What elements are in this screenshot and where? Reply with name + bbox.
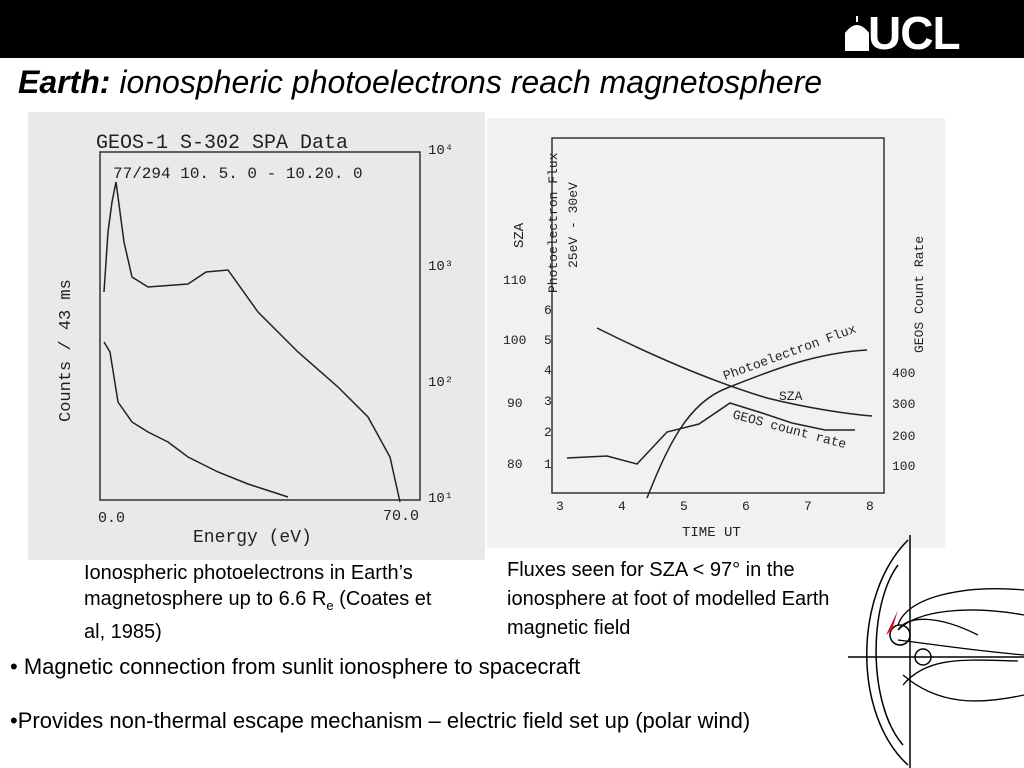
- logo: UCL: [868, 7, 961, 59]
- x-tick-label: 3: [556, 499, 564, 514]
- y-axis-label: Counts / 43 ms: [57, 279, 76, 422]
- flux-label: Photoelectron Flux: [546, 152, 561, 293]
- y-tick-label: 10⁴: [428, 143, 453, 159]
- x-tick-label: 4: [618, 499, 626, 514]
- geos-tick: 100: [892, 459, 915, 474]
- flux-range: 25eV - 30eV: [566, 182, 581, 268]
- plot-frame: [99, 151, 421, 501]
- caption-right: Fluxes seen for SZA < 97° in the ionosph…: [507, 559, 830, 639]
- x-tick-label: 6: [742, 499, 750, 514]
- y-tick-label: 10³: [428, 259, 453, 275]
- flux-tick: 6: [544, 303, 552, 318]
- y-tick-label: 10¹: [428, 491, 453, 507]
- x-axis-label: Energy (eV): [193, 528, 312, 548]
- header-bar: UCL: [0, 0, 1024, 59]
- figure-left: GEOS-1 S-302 SPA Data 77/294 10. 5. 0 - …: [28, 112, 485, 560]
- sza-tick: 110: [503, 273, 526, 288]
- x-tick-label: 0.0: [98, 510, 125, 527]
- flux-tick: 3: [544, 394, 552, 409]
- bullet: • Magnetic connection from sunlit ionosp…: [10, 654, 581, 679]
- x-tick-label: 70.0: [383, 508, 419, 525]
- flux-tick: 5: [544, 333, 552, 348]
- sza-label: SZA: [512, 222, 528, 248]
- flux-tick: 1: [544, 457, 552, 472]
- curve: [103, 341, 289, 498]
- figure-subtitle: 77/294 10. 5. 0 - 10.20. 0: [113, 165, 363, 183]
- caption-text: (Coates et al, 1985): [84, 588, 432, 643]
- flux-tick: 2: [544, 425, 552, 440]
- caption-text: Ionospheric photoelectrons in Earth’s ma…: [84, 562, 413, 610]
- flux-tick: 4: [544, 363, 552, 378]
- curve: [646, 349, 868, 499]
- geos-label: GEOS Count Rate: [912, 236, 927, 353]
- figure-right: Photoelectron Flux SZA GEOS count rate S…: [487, 118, 945, 548]
- logo-icon: [844, 16, 870, 51]
- caption-left: Ionospheric photoelectrons in Earth’s ma…: [84, 560, 434, 645]
- curve: [103, 181, 401, 503]
- x-tick-label: 8: [866, 499, 874, 514]
- title-bold: Earth:: [18, 64, 111, 100]
- geos-tick: 400: [892, 366, 915, 381]
- curve-label: SZA: [779, 389, 803, 404]
- sza-tick: 100: [503, 333, 526, 348]
- x-tick-label: 5: [680, 499, 688, 514]
- caption-subscript: e: [326, 598, 334, 613]
- x-axis-label: TIME UT: [682, 525, 741, 541]
- figure-title: GEOS-1 S-302 SPA Data: [96, 132, 348, 155]
- geos-tick: 200: [892, 429, 915, 444]
- geos-tick: 300: [892, 397, 915, 412]
- magnetosphere-diagram: [848, 535, 1024, 768]
- slide-title: Earth: ionospheric photoelectrons reach …: [18, 64, 822, 101]
- title-rest: ionospheric photoelectrons reach magneto…: [110, 64, 823, 100]
- y-tick-label: 10²: [428, 375, 453, 391]
- sza-tick: 80: [507, 457, 523, 472]
- sza-tick: 90: [507, 396, 523, 411]
- curve: [596, 327, 873, 417]
- x-tick-label: 7: [804, 499, 812, 514]
- bullet: •Provides non-thermal escape mechanism –…: [10, 708, 751, 733]
- plot-frame: [551, 137, 885, 494]
- curve: [566, 402, 855, 465]
